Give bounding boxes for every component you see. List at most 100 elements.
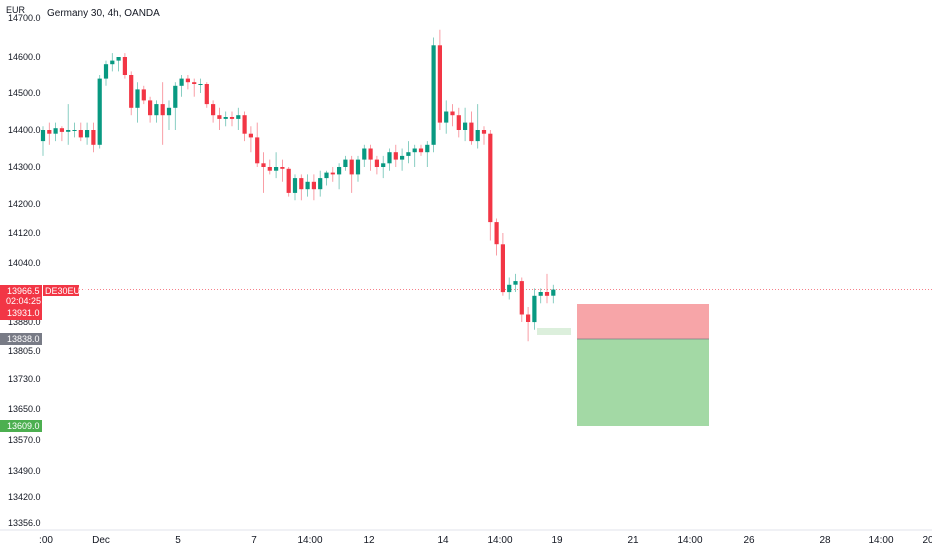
candle-body [185, 78, 190, 83]
price-tick-label: 14500.0 [8, 88, 41, 98]
candle-body [538, 292, 543, 296]
candle-body [400, 155, 405, 160]
candle-body [412, 148, 417, 153]
candle-body [261, 163, 266, 167]
target-price-value: 13609.0 [7, 421, 40, 431]
entry-price-badge [0, 333, 42, 345]
time-tick-label: 14:00 [868, 535, 893, 546]
candle-body [337, 167, 342, 175]
candle-body [179, 78, 184, 86]
position-tool[interactable] [537, 304, 709, 426]
candle-body [192, 82, 197, 84]
candle-body [437, 45, 442, 123]
candle-body [148, 100, 153, 116]
time-tick-label: 12 [363, 535, 375, 546]
price-tick-label: 13420.0 [8, 492, 41, 502]
candle-body [110, 60, 115, 65]
candle-body [78, 130, 83, 138]
candle-body [463, 122, 468, 130]
candle-body [40, 130, 46, 142]
candle-body [406, 152, 411, 156]
candle-body [532, 295, 537, 323]
price-tick-label: 13490.0 [8, 466, 41, 476]
candle-body [103, 64, 109, 79]
price-tick-label: 13730.0 [8, 374, 41, 384]
time-tick-label: 28 [819, 535, 831, 546]
candle-body [274, 167, 279, 171]
stop-loss-zone[interactable] [577, 304, 709, 339]
time-tick-label: 21 [627, 535, 639, 546]
candle-body [381, 163, 386, 167]
price-axis[interactable]: 14700.0 14600.0 14500.0 14400.0 14300.0 14200… [8, 13, 41, 528]
candle-body [481, 130, 487, 134]
price-tick-label: 14700.0 [8, 13, 41, 23]
candle-body [519, 281, 524, 315]
candle-body [330, 172, 335, 175]
chart-title: Germany 30, 4h, OANDA [47, 8, 160, 19]
candle-body [299, 178, 304, 190]
candle-body [526, 314, 531, 322]
price-tick-label: 14200.0 [8, 199, 41, 209]
candle-body [116, 57, 121, 61]
candle-body [141, 89, 146, 101]
candle-body [286, 168, 291, 193]
take-profit-zone[interactable] [577, 339, 709, 426]
candle-body [343, 159, 348, 167]
candle-body [418, 148, 424, 153]
price-tick-label: 13650.0 [8, 404, 41, 414]
candle-body [129, 75, 134, 108]
candle-body [59, 128, 64, 132]
candle-body [53, 128, 58, 134]
candle-body [204, 84, 209, 105]
price-tick-label: 14120.0 [8, 228, 41, 238]
time-tick-label: :00 [39, 535, 53, 546]
candle-body [72, 130, 77, 131]
time-tick-label: 5 [175, 535, 181, 546]
price-tick-label: 14040.0 [8, 258, 41, 268]
candle-body [494, 222, 499, 245]
candle-body [475, 130, 480, 142]
time-axis[interactable]: :00 Dec 5 7 14:00 12 14 14:00 19 21 14:00 26 28 14:00… [0, 529, 932, 546]
candle-body [513, 281, 518, 285]
candle-body [305, 181, 310, 190]
price-tick-label: 14600.0 [8, 52, 41, 62]
candle-body [267, 167, 272, 171]
symbol-badge [43, 285, 79, 296]
candle-body [349, 159, 354, 175]
candle-body [122, 57, 127, 75]
candle-body [355, 159, 361, 175]
time-tick-label: Dec [92, 535, 110, 546]
candle-body [91, 130, 96, 145]
candle-body [229, 117, 235, 119]
candle-body [500, 244, 505, 293]
candle-body [374, 159, 379, 167]
price-tick-label: 13880.0 [8, 317, 41, 327]
candle-body [97, 78, 102, 145]
price-tick-label: 13356.0 [8, 518, 41, 528]
currency-label: EUR [6, 5, 26, 15]
candle-body [211, 104, 216, 116]
candle-body [135, 89, 140, 108]
candle-body [551, 289, 556, 296]
candle-body [166, 107, 172, 116]
candle-body [85, 130, 90, 138]
candle-body [362, 148, 367, 160]
bar-countdown: 02:04:25 [6, 296, 41, 306]
candle-body [544, 292, 550, 296]
candle-body [318, 178, 323, 190]
candle-body [223, 117, 228, 119]
candle-body [456, 115, 461, 130]
candle-body [444, 111, 449, 123]
candle-body [431, 45, 436, 145]
price-tick-label: 13570.0 [8, 435, 41, 445]
price-badges: 13966.502:04:25 13931.0 DE30EUR 13838.0 1360… [0, 285, 87, 432]
candle-body [280, 167, 285, 169]
candle-body [160, 104, 165, 116]
candle-body [292, 178, 298, 193]
candle-body [450, 111, 455, 116]
candle-body [324, 172, 329, 179]
time-tick-label: 14 [437, 535, 449, 546]
last-price-badge [0, 285, 42, 320]
candle-body [66, 130, 71, 132]
